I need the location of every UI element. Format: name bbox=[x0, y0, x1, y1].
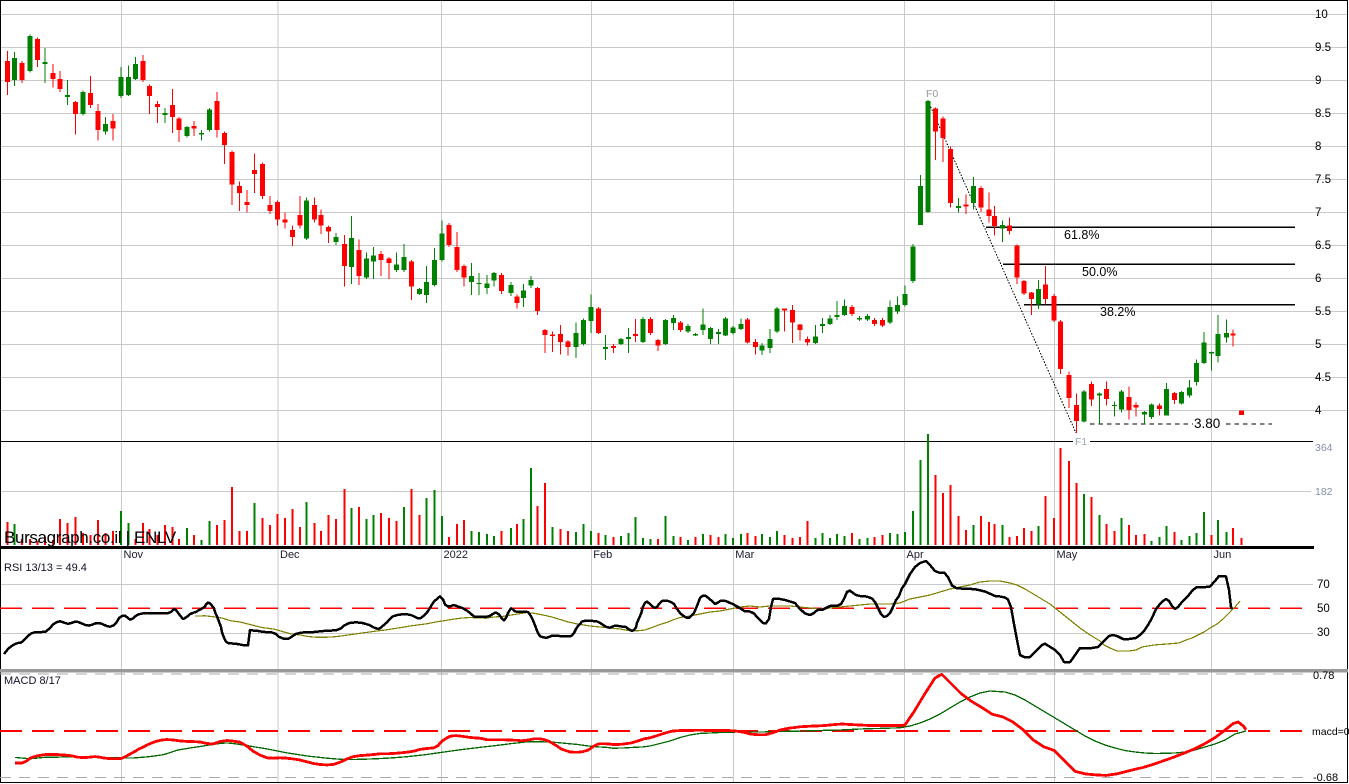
svg-text:30: 30 bbox=[1317, 627, 1330, 639]
svg-text:6.5: 6.5 bbox=[1315, 240, 1331, 252]
svg-text:Bursagraph.co.il | ENLV: Bursagraph.co.il | ENLV bbox=[4, 528, 177, 547]
svg-text:-0.68: -0.68 bbox=[1313, 772, 1338, 784]
svg-text:364: 364 bbox=[1315, 442, 1333, 454]
svg-text:Apr: Apr bbox=[907, 549, 924, 561]
svg-text:5.5: 5.5 bbox=[1315, 306, 1331, 318]
svg-text:7.5: 7.5 bbox=[1315, 174, 1331, 186]
svg-text:8: 8 bbox=[1315, 141, 1321, 153]
svg-text:2022: 2022 bbox=[444, 549, 468, 561]
svg-text:3.80: 3.80 bbox=[1194, 416, 1220, 431]
svg-text:RSI 13/13 = 49.4: RSI 13/13 = 49.4 bbox=[4, 562, 87, 574]
svg-text:F0: F0 bbox=[926, 88, 938, 100]
svg-text:Jun: Jun bbox=[1214, 549, 1232, 561]
svg-text:10: 10 bbox=[1315, 9, 1328, 21]
svg-text:50.0%: 50.0% bbox=[1082, 265, 1117, 279]
svg-text:MACD 8/17: MACD 8/17 bbox=[4, 675, 61, 687]
svg-text:9: 9 bbox=[1315, 75, 1321, 87]
svg-text:4: 4 bbox=[1315, 405, 1322, 417]
svg-text:9.5: 9.5 bbox=[1315, 42, 1331, 54]
svg-text:0.78: 0.78 bbox=[1313, 670, 1334, 682]
svg-text:61.8%: 61.8% bbox=[1064, 228, 1099, 242]
svg-text:May: May bbox=[1057, 549, 1078, 561]
svg-text:Dec: Dec bbox=[280, 549, 300, 561]
svg-text:Mar: Mar bbox=[735, 549, 754, 561]
svg-text:7: 7 bbox=[1315, 207, 1321, 219]
svg-text:70: 70 bbox=[1317, 579, 1330, 591]
svg-text:38.2%: 38.2% bbox=[1100, 305, 1135, 319]
svg-text:macd=0: macd=0 bbox=[1312, 726, 1349, 738]
svg-text:182: 182 bbox=[1315, 486, 1333, 498]
svg-text:6: 6 bbox=[1315, 273, 1321, 285]
svg-text:50: 50 bbox=[1317, 603, 1330, 615]
svg-text:Feb: Feb bbox=[593, 549, 612, 561]
svg-text:8.5: 8.5 bbox=[1315, 108, 1331, 120]
svg-text:5: 5 bbox=[1315, 339, 1321, 351]
svg-text:F1: F1 bbox=[1075, 436, 1087, 448]
svg-text:Nov: Nov bbox=[124, 549, 144, 561]
svg-text:4.5: 4.5 bbox=[1315, 372, 1331, 384]
